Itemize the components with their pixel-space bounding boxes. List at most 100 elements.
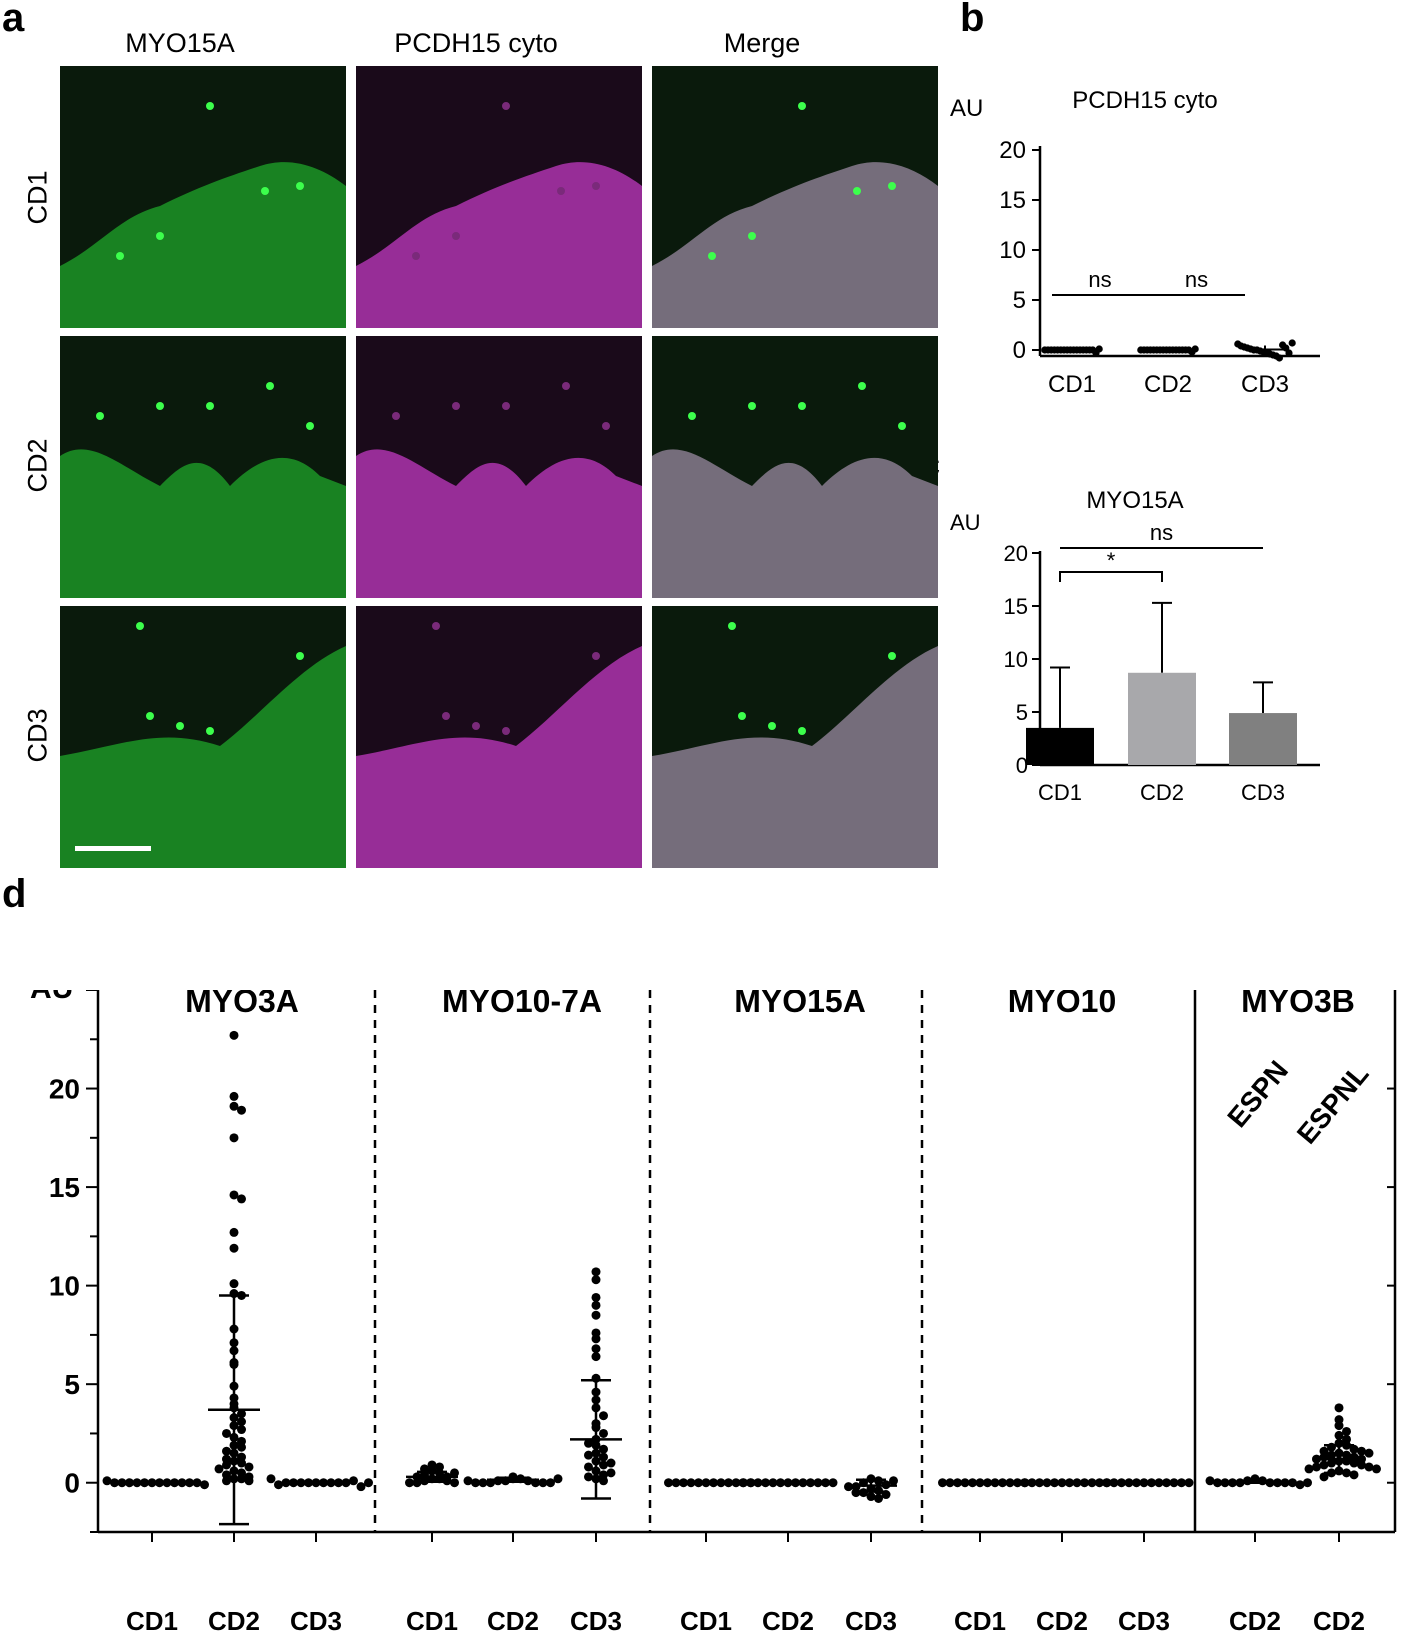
chart-c-ylabel: AU xyxy=(950,510,981,535)
chart-d-group-title: MYO10 xyxy=(1008,990,1116,1019)
chart-d-point xyxy=(584,1450,593,1460)
chart-d-point xyxy=(945,1478,955,1488)
chart-d-xtick-label: CD1 xyxy=(680,1606,732,1636)
chart-b-ylabel: AU xyxy=(950,95,983,122)
chart-c-ytick-label: 15 xyxy=(1004,594,1028,619)
micrograph-shape xyxy=(652,102,938,328)
chart-d-point xyxy=(606,1468,616,1478)
chart-d-xtick-label: CD2 xyxy=(762,1606,814,1636)
chart-b-title: PCDH15 cyto xyxy=(1072,87,1217,114)
micrograph-shape xyxy=(60,102,346,328)
chart-d-point xyxy=(1020,1478,1029,1488)
chart-b-xtick-label: CD1 xyxy=(1048,371,1096,398)
chart-d-xtick-label: CD1 xyxy=(406,1606,458,1636)
chart-d-ytick-label: 5 xyxy=(64,1369,80,1400)
chart-d-point xyxy=(1357,1446,1366,1456)
chart-b-point xyxy=(1285,349,1293,357)
chart-d-group-title: MYO3B xyxy=(1241,990,1355,1019)
chart-c-ytick-label: 5 xyxy=(1016,700,1028,725)
chart-d-point xyxy=(1312,1462,1321,1472)
chart-d-point xyxy=(591,1275,601,1285)
chart-d-ytick-label: 20 xyxy=(49,1074,80,1105)
chart-d-point xyxy=(237,1474,246,1484)
chart-d-point xyxy=(1169,1478,1179,1488)
chart-d-point xyxy=(222,1446,231,1456)
micrograph-cd2-magenta xyxy=(356,336,642,598)
micrograph-cd1-magenta xyxy=(356,66,642,328)
chart-d-point xyxy=(237,1105,246,1115)
chart-d-point xyxy=(1250,1474,1260,1484)
chart-d-point xyxy=(828,1478,838,1488)
chart-d-xtick-label: CD2 xyxy=(487,1606,539,1636)
chart-c-xtick-label: CD3 xyxy=(1241,780,1285,805)
chart-d-point xyxy=(244,1462,254,1472)
chart-d-xtick-label: CD2 xyxy=(1313,1606,1365,1636)
panel-label-a: a xyxy=(2,0,25,40)
chart-d-point xyxy=(117,1478,127,1488)
chart-b-ytick-label: 0 xyxy=(1013,337,1026,364)
chart-d-point xyxy=(591,1344,601,1354)
chart-d-point xyxy=(738,1478,748,1488)
micrograph-shape xyxy=(356,382,642,598)
chart-d-point xyxy=(1349,1444,1359,1454)
chart-c-bar xyxy=(1128,672,1196,765)
chart-d-point xyxy=(229,1133,239,1143)
chart-d-xtick-label: CD3 xyxy=(1118,1606,1170,1636)
chart-d-point xyxy=(553,1474,563,1484)
chart-d-point xyxy=(1288,1478,1297,1488)
row-header-cd2: CD2 xyxy=(22,438,53,493)
chart-c-bar xyxy=(1229,713,1297,765)
chart-d-point xyxy=(1334,1403,1344,1413)
chart-d-point xyxy=(1364,1448,1374,1458)
chart-d-point xyxy=(1013,1478,1022,1488)
chart-d-point xyxy=(229,1227,239,1237)
chart-d-point xyxy=(671,1478,681,1488)
micrograph-cd3-merge xyxy=(652,606,938,868)
chart-d-point xyxy=(229,1101,239,1111)
chart-d-point xyxy=(222,1460,231,1470)
micrograph-shape xyxy=(60,622,346,868)
micrograph-cd3-green xyxy=(60,606,346,868)
chart-c-bar xyxy=(1026,727,1094,765)
chart-d-point xyxy=(591,1334,601,1344)
chart-d-xtick-label: CD1 xyxy=(954,1606,1006,1636)
chart-d-point xyxy=(214,1464,224,1474)
chart-d-xtick-label: CD1 xyxy=(126,1606,178,1636)
chart-c-ytick-label: 0 xyxy=(1016,753,1028,778)
chart-d-point xyxy=(356,1482,366,1492)
chart-d-xtick-label: CD3 xyxy=(290,1606,342,1636)
chart-d-point xyxy=(546,1478,555,1488)
chart-d-point xyxy=(664,1478,673,1488)
chart-b-xtick-label: CD3 xyxy=(1241,371,1289,398)
chart-d-point xyxy=(1087,1478,1097,1488)
chart-d-point xyxy=(753,1478,763,1488)
column-header-merge: Merge xyxy=(723,28,801,58)
chart-d-point xyxy=(222,1428,231,1438)
chart-d-point xyxy=(1295,1480,1305,1490)
chart-b-point xyxy=(1275,354,1283,362)
chart-d-point xyxy=(1319,1472,1329,1482)
chart-d-point xyxy=(341,1478,351,1488)
chart-d-point xyxy=(1327,1458,1336,1468)
chart-d-point xyxy=(364,1478,373,1488)
chart-d-point xyxy=(349,1476,358,1486)
column-header-pcdh15: PCDH15 cyto xyxy=(394,28,558,58)
scale-bar xyxy=(75,846,151,851)
chart-d-point xyxy=(584,1462,593,1472)
chart-d-point xyxy=(599,1476,608,1486)
chart-d-point xyxy=(1220,1478,1230,1488)
chart-d-point xyxy=(1027,1478,1037,1488)
chart-d-point xyxy=(244,1476,254,1486)
micrograph-cd2-green xyxy=(60,336,346,598)
chart-d-point xyxy=(599,1452,608,1462)
chart-d-point xyxy=(1205,1476,1215,1486)
chart-d-point xyxy=(471,1478,480,1488)
chart-c-ytick-label: 20 xyxy=(1004,541,1028,566)
chart-d-point xyxy=(237,1442,246,1452)
chart-c-sig-bracket xyxy=(1059,571,1163,582)
chart-c-myo15a-bar: MYO15A AU 0 5 10 15 20 CD1 CD2 CD3 * ns xyxy=(950,487,1320,805)
chart-d-point xyxy=(237,1417,246,1427)
micrograph-shape xyxy=(60,382,346,598)
chart-c-ytick-label: 10 xyxy=(1004,647,1028,672)
micrograph-shape xyxy=(356,622,642,868)
